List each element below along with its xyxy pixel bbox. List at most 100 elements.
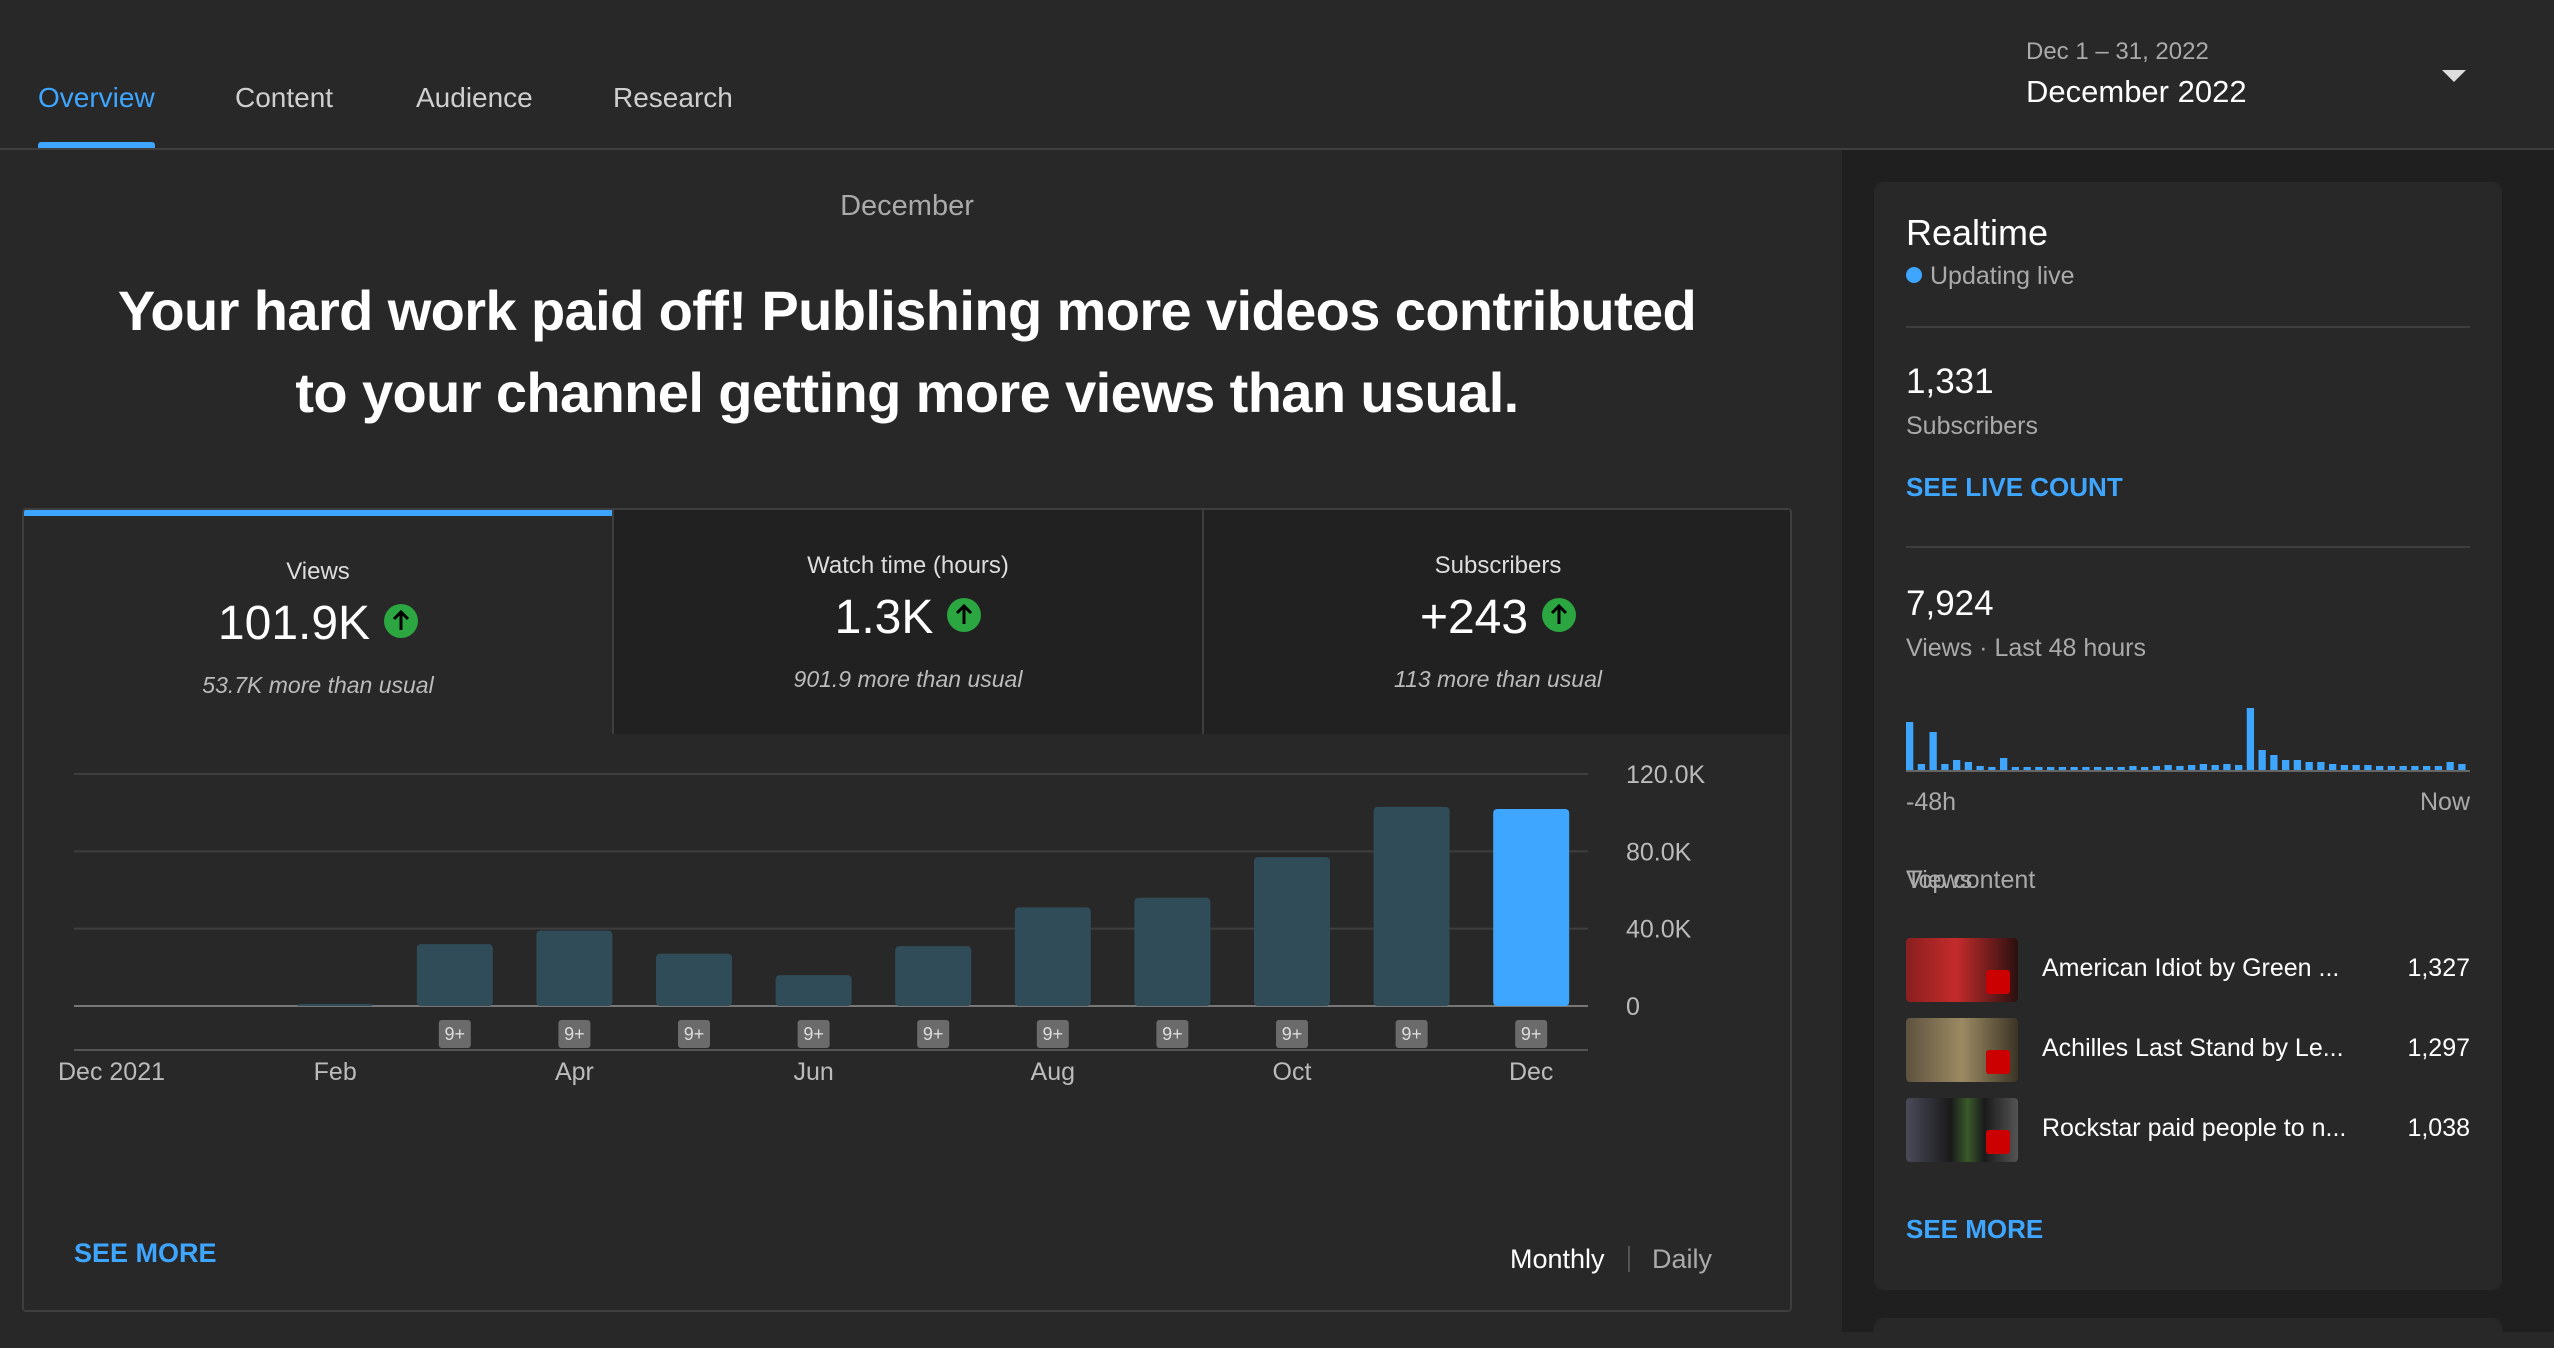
top-content-views-label: Views bbox=[1906, 866, 1973, 894]
kpi-value: +243 bbox=[1204, 590, 1790, 645]
badge-label: 9+ bbox=[803, 1024, 824, 1044]
chart-bar bbox=[1014, 907, 1091, 1006]
dropdown-arrow-icon[interactable] bbox=[2442, 70, 2466, 82]
badge-label: 9+ bbox=[1043, 1024, 1064, 1044]
video-thumbnail bbox=[1906, 1018, 2018, 1082]
sparkline-bar bbox=[2047, 767, 2055, 770]
top-content-label: Top content bbox=[1906, 866, 2036, 894]
kpi-label: Watch time (hours) bbox=[807, 552, 1009, 579]
kpi-subscribers[interactable]: Subscribers +243 113 more than usual bbox=[1204, 510, 1790, 734]
sparkline-bar bbox=[2023, 767, 2031, 770]
date-range-text[interactable]: Dec 1 – 31, 2022 bbox=[2026, 38, 2209, 65]
video-thumbnail bbox=[1906, 938, 2018, 1002]
top-content-row[interactable]: American Idiot by Green ... 1,327 bbox=[1906, 938, 2470, 1002]
sparkline-bar bbox=[2399, 766, 2407, 770]
kpi-note: 53.7K more than usual bbox=[202, 672, 434, 698]
date-period-label[interactable]: December 2022 bbox=[2026, 74, 2247, 109]
kpi-views[interactable]: Views 101.9K 53.7K more than usual bbox=[24, 510, 612, 734]
tab-audience[interactable]: Audience bbox=[416, 82, 533, 113]
sparkline-bar bbox=[2446, 762, 2454, 770]
x-tick-label: Aug bbox=[1031, 1058, 1075, 1086]
active-tab-indicator bbox=[38, 142, 155, 148]
chart-y-axis: 120.0K 80.0K 40.0K 0 bbox=[1626, 761, 1706, 1021]
video-views: 1,297 bbox=[2407, 1034, 2470, 1062]
chart-bar bbox=[1493, 808, 1570, 1006]
analytics-header: Overview Content Audience Research Dec 1… bbox=[0, 0, 2554, 150]
sparkline-bar bbox=[1964, 762, 1973, 770]
badge-label: 9+ bbox=[1162, 1024, 1183, 1044]
sparkline-bar bbox=[2164, 765, 2172, 770]
video-title[interactable]: Rockstar paid people to n... bbox=[2042, 1114, 2347, 1142]
video-count-badge: 9+ bbox=[1515, 1020, 1548, 1048]
badge-label: 9+ bbox=[564, 1024, 585, 1044]
divider bbox=[1906, 546, 2470, 548]
sparkline-bar bbox=[2117, 767, 2125, 770]
sparkline-bar bbox=[2094, 767, 2102, 770]
tab-research[interactable]: Research bbox=[613, 82, 733, 113]
sparkline-bar bbox=[2199, 764, 2208, 770]
live-dot-icon bbox=[1906, 267, 1922, 284]
realtime-views-label: Views · Last 48 hours bbox=[1906, 634, 2146, 662]
tab-content[interactable]: Content bbox=[235, 82, 334, 113]
video-count-badge: 9+ bbox=[1395, 1020, 1428, 1048]
video-count-badge: 9+ bbox=[438, 1020, 471, 1048]
video-count-badge: 9+ bbox=[1036, 1020, 1069, 1048]
sparkline-bar bbox=[2258, 750, 2266, 770]
sparkline-bar bbox=[2305, 762, 2313, 770]
video-count-badge: 9+ bbox=[1156, 1020, 1189, 1048]
y-tick-label: 120.0K bbox=[1626, 761, 1706, 789]
badge-label: 9+ bbox=[1521, 1024, 1542, 1044]
period-month-label: December bbox=[840, 190, 974, 222]
sparkline-bar bbox=[1929, 732, 1937, 770]
video-count-badge: 9+ bbox=[558, 1020, 591, 1048]
chart-bar bbox=[1373, 806, 1450, 1006]
kpi-note: 901.9 more than usual bbox=[793, 666, 1023, 692]
sparkline-bar bbox=[2340, 765, 2349, 770]
realtime-views-sparkline bbox=[1906, 708, 2470, 772]
monthly-toggle[interactable]: Monthly bbox=[1510, 1244, 1605, 1274]
badge-label: 9+ bbox=[1282, 1024, 1303, 1044]
overview-stats-card: Views 101.9K 53.7K more than usual Watch… bbox=[22, 508, 1792, 1312]
trend-up-icon bbox=[947, 598, 982, 633]
realtime-views-value: 7,924 bbox=[1906, 584, 1994, 623]
badge-label: 9+ bbox=[1401, 1024, 1422, 1044]
see-more-button[interactable]: SEE MORE bbox=[74, 1238, 217, 1268]
sparkline-bar bbox=[2411, 766, 2419, 770]
chart-bar bbox=[895, 946, 972, 1006]
sparkline-bar bbox=[2458, 764, 2466, 770]
daily-toggle[interactable]: Daily bbox=[1652, 1244, 1713, 1274]
video-count-badge: 9+ bbox=[917, 1020, 950, 1048]
see-more-top-content-link[interactable]: SEE MORE bbox=[1906, 1214, 2044, 1244]
sparkline-bar bbox=[2270, 755, 2278, 770]
sparkline-bar bbox=[2352, 765, 2360, 770]
tab-overview[interactable]: Overview bbox=[38, 82, 155, 113]
kpi-divider bbox=[1202, 510, 1204, 734]
x-tick-label: Feb bbox=[314, 1058, 357, 1086]
chart-bar bbox=[416, 944, 493, 1006]
sparkline-end-label: Now bbox=[2419, 788, 2470, 816]
video-title[interactable]: Achilles Last Stand by Le... bbox=[2042, 1034, 2344, 1062]
toggle-divider bbox=[1628, 1246, 1630, 1272]
realtime-card: Realtime Updating live 1,331 Subscribers… bbox=[1874, 182, 2502, 1290]
sparkline-bar bbox=[2129, 766, 2137, 770]
sparkline-bar bbox=[2376, 766, 2384, 770]
chart-x-axis: Dec 2021 Feb Apr Jun Aug Oct Dec bbox=[58, 1058, 1553, 1086]
badge-label: 9+ bbox=[923, 1024, 944, 1044]
see-live-count-link[interactable]: SEE LIVE COUNT bbox=[1906, 472, 2123, 502]
sparkline-bar bbox=[2176, 766, 2184, 770]
video-title[interactable]: American Idiot by Green ... bbox=[2042, 954, 2340, 982]
divider bbox=[1906, 326, 2470, 328]
top-content-row[interactable]: Rockstar paid people to n... 1,038 bbox=[1906, 1098, 2470, 1162]
kpi-watch-time[interactable]: Watch time (hours) 1.3K 901.9 more than … bbox=[614, 510, 1202, 734]
video-thumbnail bbox=[1906, 1098, 2018, 1162]
video-views: 1,038 bbox=[2407, 1114, 2470, 1142]
sparkline-bar bbox=[1917, 764, 1926, 770]
chart-bar bbox=[1254, 857, 1330, 1006]
chart-bar bbox=[1134, 897, 1211, 1006]
sparkline-bar bbox=[2000, 758, 2008, 770]
top-content-row[interactable]: Achilles Last Stand by Le... 1,297 bbox=[1906, 1018, 2470, 1082]
trend-up-icon bbox=[384, 604, 419, 639]
sparkline-bar bbox=[1906, 722, 1914, 770]
x-tick-label: Dec 2021 bbox=[58, 1058, 165, 1086]
sparkline-bar bbox=[2035, 767, 2043, 770]
